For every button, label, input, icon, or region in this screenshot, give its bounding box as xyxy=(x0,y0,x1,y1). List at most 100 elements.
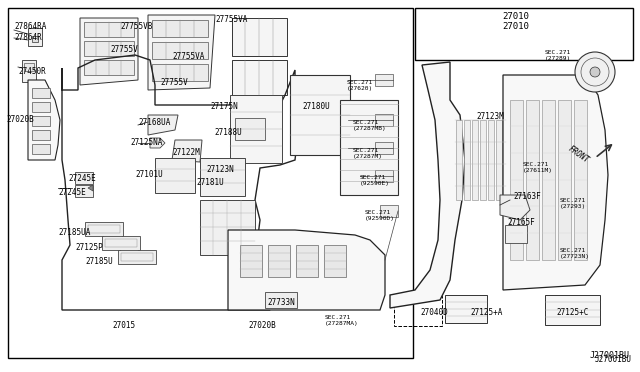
Text: 27755VA: 27755VA xyxy=(172,52,204,61)
Bar xyxy=(290,75,350,155)
Text: 27755VA: 27755VA xyxy=(215,15,248,24)
Polygon shape xyxy=(88,185,93,191)
Bar xyxy=(340,100,398,195)
Text: SEC.271
(27287MA): SEC.271 (27287MA) xyxy=(325,315,359,326)
Bar xyxy=(415,8,633,60)
Bar xyxy=(152,64,208,81)
Bar xyxy=(32,130,50,140)
Bar xyxy=(75,172,93,184)
Text: 27188U: 27188U xyxy=(214,128,242,137)
Polygon shape xyxy=(150,138,165,148)
Bar xyxy=(472,120,478,200)
Text: 27755V: 27755V xyxy=(110,45,138,54)
Bar xyxy=(375,114,393,126)
Text: 27125+A: 27125+A xyxy=(470,308,502,317)
Text: 27010: 27010 xyxy=(502,22,529,31)
Bar xyxy=(505,225,527,243)
Text: SEC.271
(27293): SEC.271 (27293) xyxy=(560,198,586,209)
Text: 27125+C: 27125+C xyxy=(556,308,588,317)
Bar xyxy=(558,100,571,260)
Bar xyxy=(542,100,555,260)
Text: 27165F: 27165F xyxy=(507,218,535,227)
Text: 27755V: 27755V xyxy=(160,78,188,87)
Text: 27125NA: 27125NA xyxy=(130,138,163,147)
Bar xyxy=(296,245,318,277)
Text: J27001BU: J27001BU xyxy=(595,355,632,364)
Bar xyxy=(32,88,50,98)
Bar xyxy=(84,60,134,75)
Bar xyxy=(510,100,523,260)
Bar xyxy=(75,185,93,197)
Text: 27733N: 27733N xyxy=(267,298,295,307)
Bar xyxy=(464,120,470,200)
Bar xyxy=(230,95,282,163)
Bar xyxy=(88,225,120,233)
Text: 27864RA: 27864RA xyxy=(14,22,46,31)
Bar xyxy=(488,120,494,200)
Polygon shape xyxy=(172,140,202,162)
Text: SEC.271
(27287MB): SEC.271 (27287MB) xyxy=(353,120,387,131)
Bar xyxy=(28,28,42,46)
Bar xyxy=(232,18,287,56)
Text: 27180U: 27180U xyxy=(302,102,330,111)
Text: 27122M: 27122M xyxy=(172,148,200,157)
Text: 27015: 27015 xyxy=(112,321,135,330)
Text: 27175N: 27175N xyxy=(210,102,237,111)
Bar xyxy=(375,74,393,86)
Bar xyxy=(526,100,539,260)
Bar xyxy=(8,8,413,358)
Text: SEC.271
(27289): SEC.271 (27289) xyxy=(545,50,572,61)
Bar xyxy=(456,120,462,200)
Text: 27040D: 27040D xyxy=(420,308,448,317)
Bar xyxy=(84,41,134,56)
Bar xyxy=(32,36,38,42)
Text: 27101U: 27101U xyxy=(135,170,163,179)
Bar xyxy=(200,200,255,255)
Text: 27864R: 27864R xyxy=(14,33,42,42)
Text: 27163F: 27163F xyxy=(513,192,541,201)
Text: J27001BU: J27001BU xyxy=(590,351,630,360)
Bar xyxy=(22,60,36,82)
Bar xyxy=(394,296,442,326)
Text: 27168UA: 27168UA xyxy=(138,118,170,127)
Text: 27123M: 27123M xyxy=(476,112,504,121)
Bar xyxy=(375,170,393,182)
Bar xyxy=(200,158,245,196)
Bar xyxy=(32,102,50,112)
Text: SEC.271
(92590E): SEC.271 (92590E) xyxy=(360,175,390,186)
Text: 27020B: 27020B xyxy=(6,115,34,124)
Bar xyxy=(232,60,287,95)
Polygon shape xyxy=(148,115,178,135)
Circle shape xyxy=(590,67,600,77)
Text: 27450R: 27450R xyxy=(18,67,45,76)
Bar xyxy=(268,245,290,277)
Bar xyxy=(445,295,487,323)
Bar xyxy=(380,205,398,217)
Text: SEC.271
(27287M): SEC.271 (27287M) xyxy=(353,148,383,159)
Bar xyxy=(121,253,153,261)
Text: 27185U: 27185U xyxy=(85,257,113,266)
Polygon shape xyxy=(500,195,530,220)
Polygon shape xyxy=(503,75,608,290)
Bar xyxy=(152,42,208,59)
Bar xyxy=(85,222,123,236)
Polygon shape xyxy=(80,18,138,85)
Bar xyxy=(545,295,600,325)
Bar xyxy=(102,236,140,250)
Text: 27181U: 27181U xyxy=(196,178,224,187)
Bar xyxy=(496,120,502,200)
Text: 27245E: 27245E xyxy=(68,174,96,183)
Bar xyxy=(84,22,134,37)
Text: 27755VB: 27755VB xyxy=(120,22,152,31)
Bar xyxy=(152,20,208,37)
Text: FRONT: FRONT xyxy=(567,145,591,165)
Bar xyxy=(235,118,265,140)
Text: 27020B: 27020B xyxy=(248,321,276,330)
Bar xyxy=(480,120,486,200)
Bar xyxy=(32,144,50,154)
Circle shape xyxy=(575,52,615,92)
Text: 27185UA: 27185UA xyxy=(58,228,90,237)
Text: SEC.271
(27723N): SEC.271 (27723N) xyxy=(560,248,590,259)
Bar xyxy=(240,245,262,277)
Text: 27245E: 27245E xyxy=(58,188,86,197)
